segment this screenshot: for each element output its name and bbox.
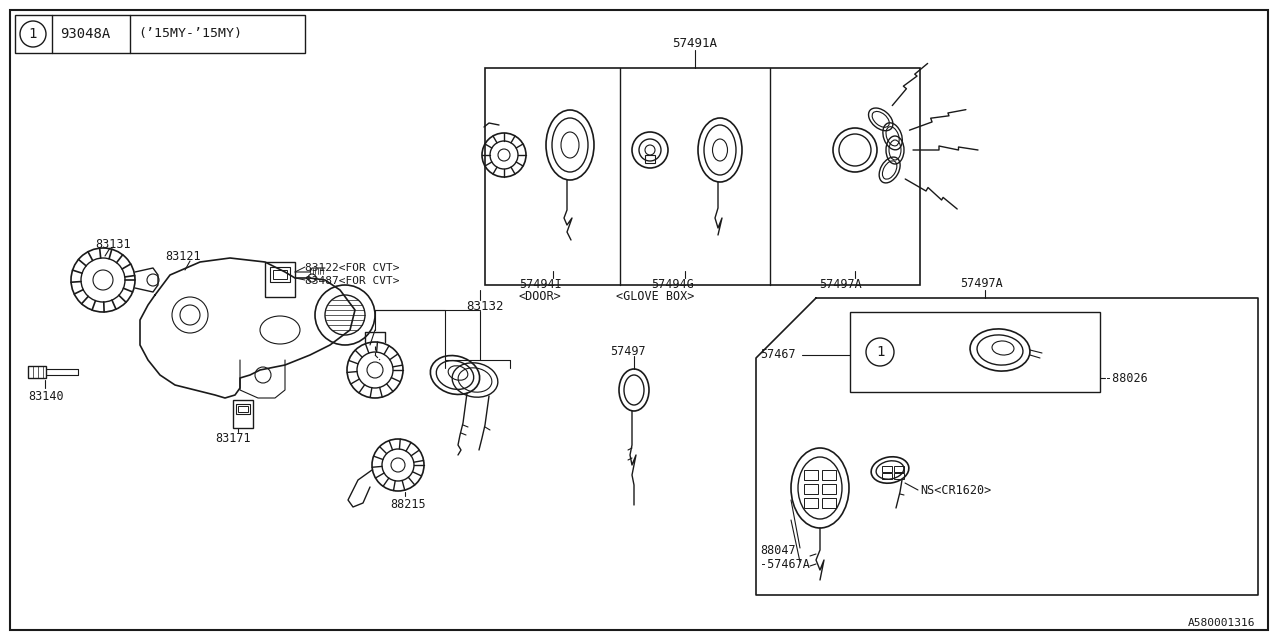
Text: NS<CR1620>: NS<CR1620> (920, 483, 991, 497)
Bar (238, 406, 248, 412)
Bar (804, 470, 818, 480)
Text: -88026: -88026 (1105, 371, 1148, 385)
Bar (236, 404, 250, 414)
Text: 57491A: 57491A (672, 37, 718, 50)
Text: 83131: 83131 (95, 238, 131, 251)
Bar (265, 262, 294, 297)
Text: 57494I: 57494I (518, 278, 562, 291)
Text: -57467A: -57467A (760, 558, 810, 571)
Bar (893, 466, 904, 472)
Text: 88047: 88047 (760, 544, 796, 557)
Text: A580001316: A580001316 (1188, 618, 1254, 628)
Text: (’15MY-’15MY): (’15MY-’15MY) (138, 28, 242, 40)
Bar (233, 400, 253, 428)
Text: <DOOR>: <DOOR> (518, 290, 562, 303)
Bar (822, 498, 836, 508)
Text: 83132: 83132 (466, 300, 503, 313)
Bar (270, 267, 291, 282)
Bar (822, 484, 836, 494)
Text: 88215: 88215 (390, 498, 426, 511)
Text: 57494G: 57494G (650, 278, 694, 291)
Bar (28, 366, 46, 378)
Text: <GLOVE BOX>: <GLOVE BOX> (616, 290, 694, 303)
Bar (273, 270, 287, 279)
Text: 1: 1 (29, 27, 37, 41)
Text: 83140: 83140 (28, 390, 64, 403)
Bar (822, 470, 836, 480)
Text: 57497: 57497 (611, 345, 645, 358)
Text: 83121: 83121 (165, 250, 201, 263)
Text: 83122<FOR CVT>: 83122<FOR CVT> (305, 263, 399, 273)
Bar (804, 484, 818, 494)
Bar (882, 466, 892, 472)
Text: 57497A: 57497A (819, 278, 861, 291)
Text: 83171: 83171 (215, 432, 251, 445)
Bar (485, 68, 920, 285)
Bar (15, 15, 305, 53)
Bar (850, 312, 1100, 392)
Bar (882, 473, 892, 479)
Text: 57497A: 57497A (960, 277, 1002, 290)
Text: 1: 1 (876, 345, 884, 359)
Text: 57467: 57467 (760, 349, 796, 362)
Text: 93048A: 93048A (60, 27, 110, 41)
Bar (804, 498, 818, 508)
Bar (645, 155, 655, 163)
Bar (893, 473, 904, 479)
Text: 83487<FOR CVT>: 83487<FOR CVT> (305, 276, 399, 286)
